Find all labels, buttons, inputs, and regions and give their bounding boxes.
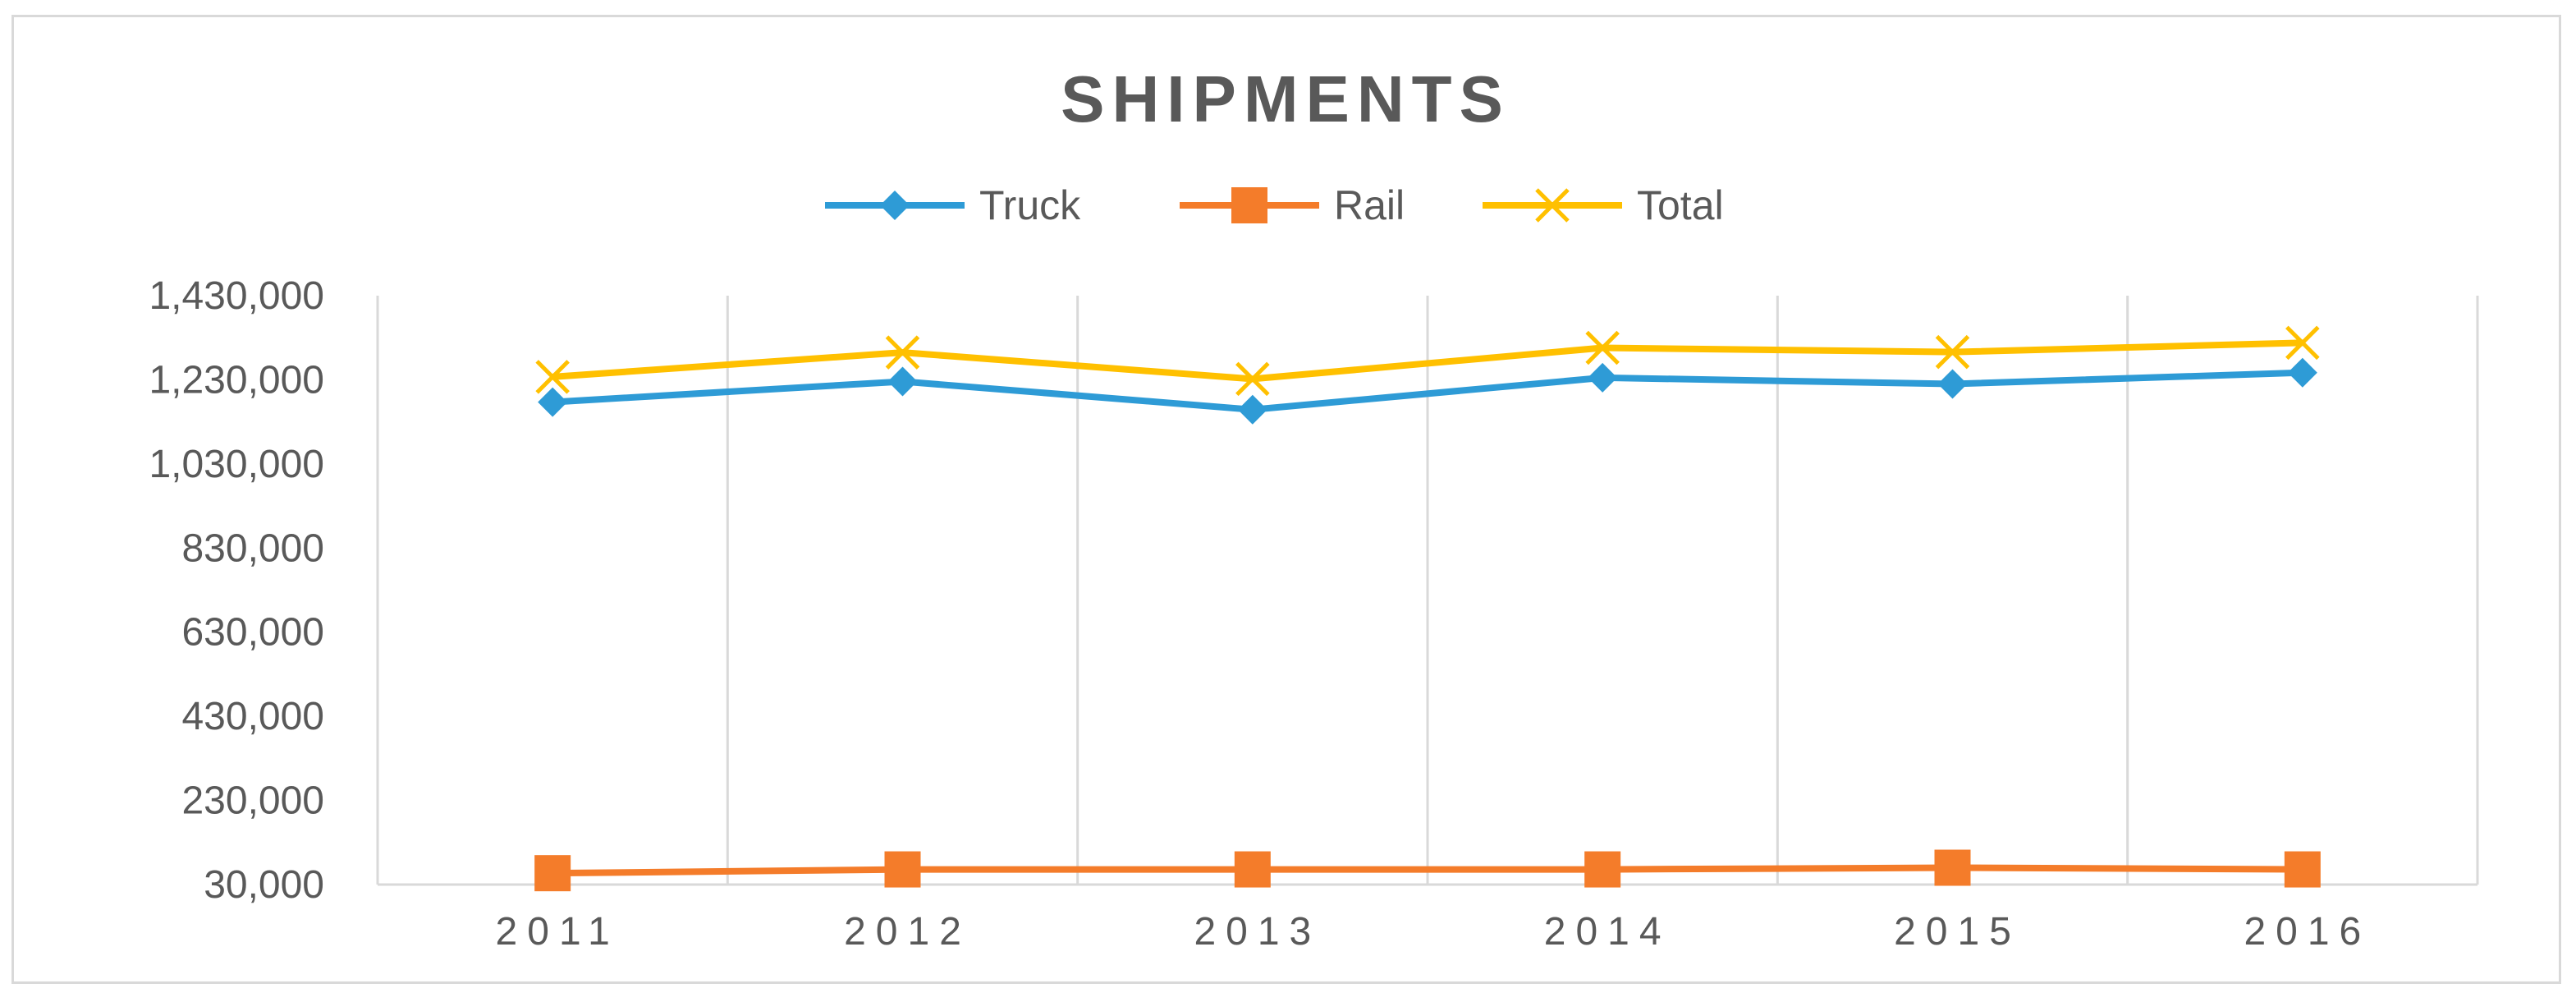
diamond-marker [880,191,910,220]
series-truck [538,357,2317,425]
y-tick-label: 30,000 [204,863,324,907]
y-tick-label: 830,000 [181,526,324,570]
square-marker [1584,851,1621,888]
square-marker [1934,849,1971,886]
series-total [535,325,2320,397]
x-marker [1585,330,1620,365]
x-tick-label: 2011 [496,910,620,954]
legend-item-rail: Rail [1180,182,1405,228]
square-marker [884,851,921,888]
legend-label: Rail [1334,182,1405,228]
x-tick-label: 2014 [1544,910,1671,954]
x-tick-label: 2016 [2244,910,2371,954]
y-tick-label: 630,000 [181,611,324,655]
series-line [552,369,2303,413]
square-marker [1231,187,1267,223]
diamond-marker [1237,394,1267,425]
y-tick-label: 230,000 [181,779,324,823]
series-line [552,339,2303,383]
square-marker [2284,851,2321,888]
diamond-marker [1588,362,1618,393]
x-axis-tick-labels: 2011 2012 2013 2014 2015 2016 [496,910,2371,954]
x-marker [2285,325,2320,361]
x-tick-label: 2012 [844,910,971,954]
y-tick-label: 430,000 [181,695,324,738]
legend-label: Truck [979,182,1081,228]
series-lines [534,325,2321,892]
x-marker [1935,334,1970,370]
legend-label: Total [1637,182,1724,228]
legend-item-total: Total [1483,182,1724,228]
y-axis-tick-labels: 30,000 230,000 430,000 630,000 830,000 1,030,… [149,274,324,907]
chart-frame [11,15,2561,984]
legend: Truck Rail Total [825,182,1724,228]
diamond-marker [887,366,918,397]
x-marker [885,335,920,370]
legend-item-truck: Truck [825,182,1081,228]
x-tick-label: 2015 [1894,910,2021,954]
series-rail [534,849,2321,892]
diamond-marker [2287,357,2317,388]
chart-title: SHIPMENTS [1061,62,1510,136]
y-tick-label: 1,430,000 [149,274,324,318]
y-tick-label: 1,030,000 [149,443,324,486]
y-tick-label: 1,230,000 [149,358,324,402]
grid-lines [376,296,2479,886]
x-marker [1235,361,1270,397]
x-marker [535,360,570,394]
diamond-marker [538,387,568,417]
x-marker [1535,188,1570,223]
square-marker [534,855,571,892]
series-line [552,864,2303,877]
diamond-marker [1937,369,1968,399]
x-tick-label: 2013 [1194,910,1321,954]
square-marker [1234,851,1271,888]
